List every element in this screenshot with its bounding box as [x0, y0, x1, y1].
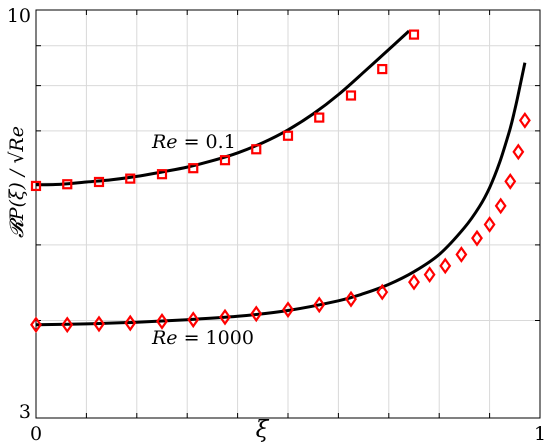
diamond-marker	[504, 173, 517, 190]
data-markers	[30, 0, 536, 334]
fit-line-series-2	[35, 62, 527, 327]
square-marker	[377, 63, 388, 75]
diamond-marker	[518, 111, 531, 129]
annotation-re-0-1-name: Re	[151, 131, 178, 153]
diamond-marker	[483, 216, 496, 233]
diamond-marker	[282, 301, 294, 319]
diamond-marker	[345, 290, 357, 308]
annotation-re-1000: Re = 1000	[151, 327, 254, 349]
square-marker	[93, 176, 105, 188]
diamond-marker	[219, 308, 231, 326]
square-marker	[62, 179, 73, 190]
fit-lines	[35, 29, 527, 327]
diamond-marker	[30, 316, 42, 334]
x-axis-label: ξ	[256, 417, 270, 443]
diamond-marker	[93, 315, 105, 333]
diamond-marker	[455, 246, 468, 263]
annotation-re-0-1-value: = 0.1	[178, 131, 236, 153]
y-tick-label-top: 10	[7, 5, 31, 27]
diamond-marker	[61, 316, 74, 334]
annotation-re-0-1: Re = 0.1	[151, 131, 236, 153]
diamond-marker	[124, 314, 137, 332]
diamond-marker	[423, 266, 436, 284]
square-marker	[125, 173, 136, 184]
square-marker	[408, 29, 420, 40]
square-marker	[345, 90, 357, 101]
square-marker	[314, 112, 325, 123]
y-tick-label-bottom: 3	[19, 401, 31, 423]
square-marker	[30, 180, 42, 192]
diamond-marker	[512, 143, 525, 161]
diamond-marker	[313, 296, 326, 314]
diamond-marker	[439, 257, 452, 275]
diamond-marker	[376, 283, 389, 301]
axis-ticks	[36, 10, 540, 418]
x-tick-label-left: 0	[30, 423, 42, 445]
square-marker	[282, 130, 294, 141]
diamond-marker	[156, 312, 168, 330]
y-axis-label: 𝓡P(ξ) / √Re	[6, 126, 28, 238]
square-marker	[219, 155, 231, 166]
grid-lines	[36, 10, 540, 418]
fit-line-series-1	[35, 29, 411, 187]
diamond-marker	[408, 273, 420, 291]
x-tick-label-right: 1	[534, 423, 546, 445]
square-marker	[156, 169, 168, 180]
annotation-re-1000-name: Re	[151, 327, 178, 349]
diamond-marker	[250, 305, 263, 323]
square-marker	[188, 163, 199, 174]
diamond-marker	[471, 229, 483, 247]
diamond-marker	[494, 197, 507, 215]
diamond-marker	[187, 311, 200, 329]
square-marker	[251, 144, 262, 155]
annotation-re-1000-value: = 1000	[178, 327, 254, 349]
